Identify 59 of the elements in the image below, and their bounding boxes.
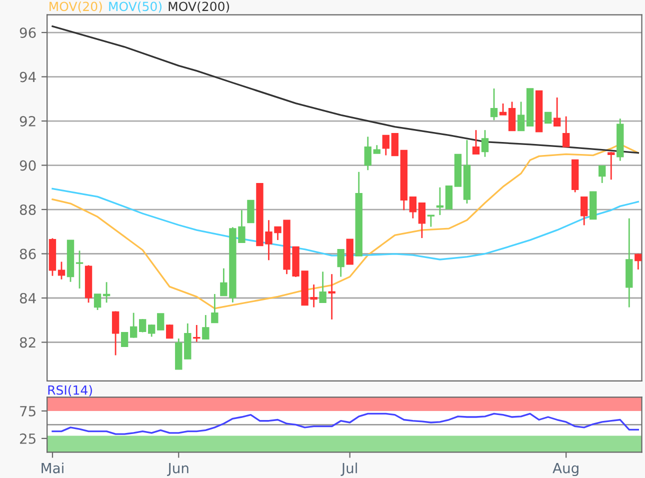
y-tick-label: 88: [20, 204, 36, 215]
y-tick-label: 92: [20, 116, 36, 126]
candlestick: [490, 88, 498, 121]
candlestick: [553, 96, 561, 127]
candlestick: [391, 133, 398, 156]
candlestick: [544, 112, 552, 124]
y-tick-label: 25: [20, 433, 36, 444]
text: MOV(200): [168, 1, 230, 13]
candlestick: [130, 312, 138, 339]
candlestick: [481, 129, 489, 158]
candlestick: [608, 151, 615, 180]
candlestick: [76, 250, 84, 290]
candlestick: [517, 101, 525, 132]
x-tick-label: Jun: [167, 463, 188, 476]
candlestick: [319, 270, 326, 304]
candlestick: [94, 293, 102, 311]
candlestick: [472, 129, 480, 155]
line-series: [52, 412, 640, 435]
y-tick-label: 75: [20, 406, 36, 416]
candlestick: [193, 324, 200, 342]
candlestick: [120, 332, 128, 348]
y-tick-label: 90: [20, 160, 36, 171]
candlestick: [562, 116, 570, 148]
x-tick-label: Jul: [340, 462, 357, 476]
candlestick: [364, 136, 372, 171]
candlestick: [58, 261, 66, 280]
y-tick-label: 82: [20, 337, 36, 348]
candlestick: [427, 214, 435, 228]
candlestick: [247, 200, 254, 224]
candlestick: [499, 102, 507, 116]
y-tick-label: 86: [20, 248, 36, 260]
candlestick: [148, 324, 156, 338]
candlestick: [211, 293, 218, 324]
chart-title: RSI(14): [48, 385, 92, 396]
line-series: [52, 188, 640, 260]
x-tick-label: Mai: [42, 462, 64, 474]
line-series: [52, 25, 640, 154]
candlestick: [382, 134, 390, 156]
candlestick: [409, 196, 417, 220]
text: MOV(20): [50, 1, 102, 13]
candlestick: [634, 253, 642, 270]
candlestick: [157, 313, 164, 330]
candlestick: [337, 248, 344, 278]
line-series: [52, 143, 640, 310]
candlestick: [445, 185, 453, 210]
candlestick: [418, 202, 426, 239]
candlestick: [328, 273, 336, 320]
candlestick: [508, 101, 516, 132]
candlestick: [202, 314, 210, 340]
candlestick: [598, 165, 606, 184]
y-tick-label: 96: [20, 27, 36, 38]
y-tick-label: 84: [20, 292, 36, 304]
x-tick-label: Aug: [552, 463, 578, 476]
y-tick-label: 94: [20, 72, 36, 82]
candlestick: [112, 310, 120, 356]
candlestick: [139, 318, 146, 333]
candlestick: [166, 324, 174, 339]
text: MOV(50): [109, 1, 162, 13]
candlestick: [580, 196, 588, 226]
